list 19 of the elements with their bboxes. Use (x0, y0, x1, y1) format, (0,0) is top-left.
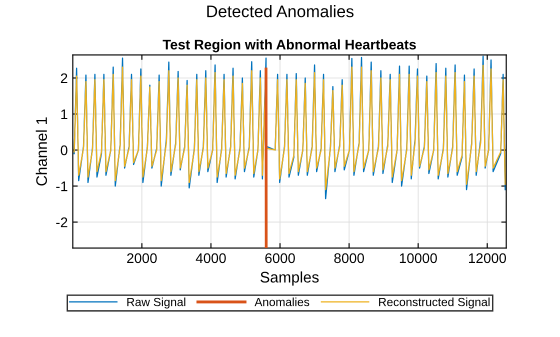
legend-label: Raw Signal (127, 298, 186, 309)
chart-subtitle: Test Region with Abnormal Heartbeats (162, 39, 416, 52)
x-axis-title: Samples (260, 271, 319, 286)
x-tick-label: 4000 (196, 253, 226, 264)
y-tick-label: 2 (60, 73, 68, 84)
y-tick-label: -2 (56, 217, 68, 228)
y-tick-label: 1 (61, 109, 68, 120)
x-tick-label: 8000 (334, 253, 364, 264)
y-tick-label: 0 (60, 145, 68, 156)
x-tick-label: 10000 (400, 253, 437, 264)
legend-label: Reconstructed Signal (379, 298, 490, 309)
y-axis-title: Channel 1 (36, 117, 48, 186)
x-tick-label: 2000 (127, 253, 157, 264)
line-series (74, 64, 506, 190)
x-tick-label: 6000 (265, 253, 295, 264)
chart-title: Detected Anomalies (207, 5, 354, 18)
legend-label: Anomalies (254, 298, 310, 306)
x-tick-label: 12000 (468, 253, 506, 264)
y-tick-label: -1 (56, 182, 68, 192)
